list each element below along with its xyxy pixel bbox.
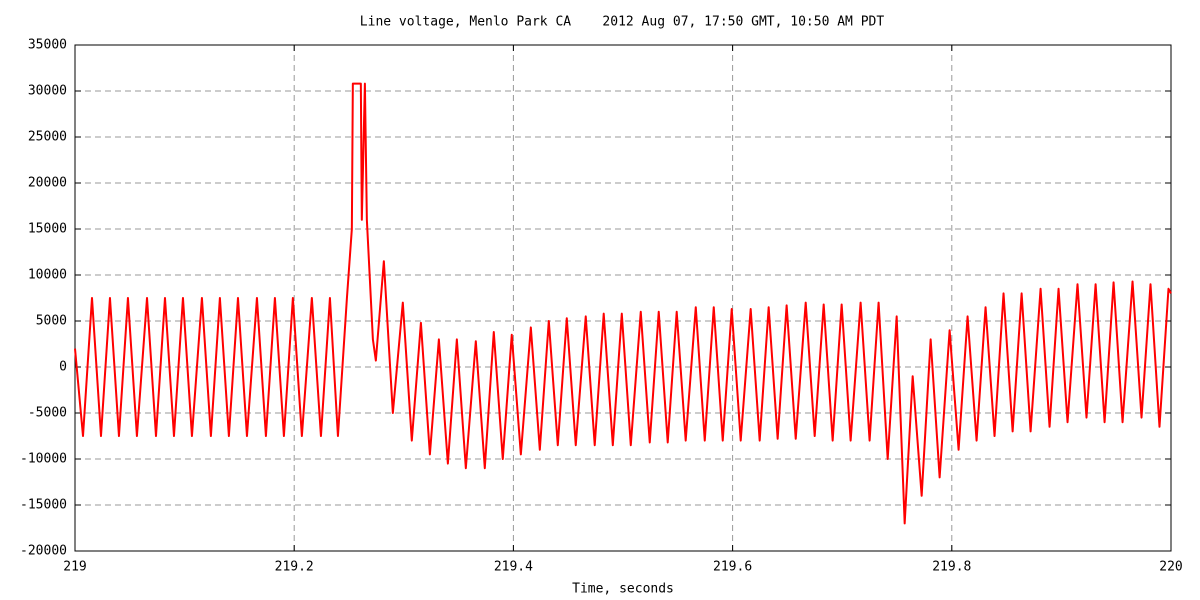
y-tick-label: 0 (59, 360, 67, 375)
y-tick-label: 25000 (28, 130, 67, 145)
y-tick-label: 35000 (28, 38, 67, 53)
y-tick-label: 15000 (28, 222, 67, 237)
x-tick-label: 220 (1159, 560, 1182, 575)
y-tick-label: 20000 (28, 176, 67, 191)
x-tick-label: 219 (63, 560, 86, 575)
y-tick-label: -15000 (20, 498, 67, 513)
voltage-line (74, 82, 1172, 525)
x-tick-label: 219.2 (275, 560, 314, 575)
x-axis-label: Time, seconds (572, 582, 674, 597)
y-tick-label: 5000 (36, 314, 67, 329)
x-tick-label: 219.6 (713, 560, 752, 575)
chart-title: Line voltage, Menlo Park CA 2012 Aug 07,… (360, 15, 885, 30)
y-tick-label: -20000 (20, 544, 67, 559)
x-tick-label: 219.4 (494, 560, 533, 575)
y-tick-label: -10000 (20, 452, 67, 467)
y-tick-label: -5000 (28, 406, 67, 421)
y-tick-label: 10000 (28, 268, 67, 283)
x-tick-label: 219.8 (932, 560, 971, 575)
y-tick-label: 30000 (28, 84, 67, 99)
plot-frame (74, 44, 1172, 552)
